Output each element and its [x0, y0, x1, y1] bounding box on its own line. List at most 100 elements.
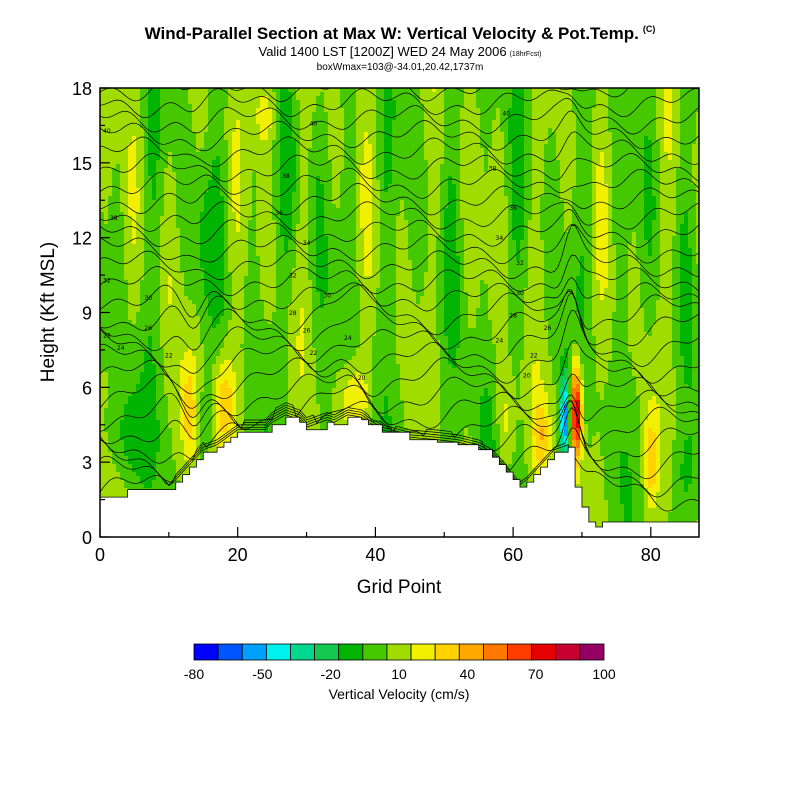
y-axis: 0 3 6 9 12 15 18 — [72, 79, 110, 548]
y-tick-label: 18 — [72, 79, 92, 99]
y-tick-label: 15 — [72, 154, 92, 174]
isentrope-label: 20 — [523, 372, 531, 379]
x-axis-title: Grid Point — [357, 577, 442, 598]
isentrope-line — [100, 40, 699, 70]
isentrope-label: 24 — [117, 345, 125, 352]
forecast-note: (18hrFcst) — [509, 51, 542, 58]
isentrope-label: 38 — [110, 215, 118, 222]
isentrope-line — [100, 88, 699, 119]
colorbar-swatch — [338, 643, 364, 661]
chart-title: Wind-Parallel Section at Max W: Vertical… — [0, 24, 800, 44]
terrain-mask — [100, 416, 699, 537]
y-tick-label: 3 — [82, 453, 92, 473]
colorbar-tick-label: 70 — [528, 666, 544, 682]
isentrope-label: 28 — [509, 312, 517, 319]
y-tick-label: 9 — [82, 304, 92, 324]
isentrope-label: 30 — [144, 295, 152, 302]
isentrope-label: 38 — [489, 165, 497, 172]
y-tick-label: 0 — [82, 528, 92, 548]
colorbar-swatch — [362, 643, 388, 661]
isentrope-line — [100, 131, 699, 168]
colorbar-swatch — [241, 643, 267, 661]
isentrope-contours — [100, 40, 699, 512]
isentrope-label: 26 — [544, 325, 552, 332]
isentrope-label: 22 — [530, 352, 538, 359]
y-tick-label: 6 — [82, 378, 92, 398]
isentrope-line — [100, 284, 699, 336]
y-tick-label: 12 — [72, 229, 92, 249]
isentrope-label: 22 — [165, 352, 173, 359]
isentrope-line — [100, 209, 699, 248]
isentrope-line — [100, 183, 699, 216]
isentrope-label: 34 — [303, 240, 311, 247]
isentrope-label: 20 — [358, 375, 366, 382]
colorbar-swatch — [531, 643, 557, 661]
colorbar-swatch — [555, 643, 581, 661]
y-axis-title: Height (Kft MSL) — [38, 242, 59, 382]
colorbar-tick-label: -20 — [321, 666, 341, 682]
isentrope-label: 30 — [323, 293, 331, 300]
colorbar-swatch — [193, 643, 219, 661]
colorbar-swatch — [290, 643, 315, 661]
isentrope-label: 26 — [303, 327, 311, 334]
isentrope-line — [100, 167, 699, 199]
colorbar-swatch — [507, 643, 533, 661]
isentrope-line — [100, 98, 699, 135]
isentrope-line — [100, 384, 699, 432]
isentrope-line — [100, 88, 629, 102]
isentrope-line — [100, 225, 699, 281]
x-tick-label: 0 — [95, 545, 105, 565]
isentrope-label: 24 — [496, 337, 504, 344]
colorbar-swatch — [265, 643, 291, 661]
isentrope-label: 22 — [310, 350, 318, 357]
isentrope-line — [100, 373, 699, 419]
isentrope-label: 26 — [144, 325, 152, 332]
colorbar-swatch — [217, 643, 243, 661]
x-tick-label: 40 — [365, 545, 385, 565]
isentrope-line — [100, 110, 699, 152]
x-tick-label: 80 — [641, 545, 661, 565]
isentrope-label: 28 — [103, 332, 111, 339]
isentrope-label: 30 — [516, 290, 524, 297]
x-tick-label: 60 — [503, 545, 523, 565]
colorbar-swatch — [314, 643, 340, 661]
isentrope-label: 34 — [496, 235, 504, 242]
colorbar-tick-label: -50 — [252, 666, 272, 682]
colorbar-swatch — [458, 643, 484, 661]
isentrope-label: 24 — [344, 335, 352, 342]
x-tick-label: 20 — [228, 545, 248, 565]
isentrope-line — [100, 54, 699, 86]
isentrope-line — [100, 201, 699, 232]
colorbar: -80 -50 -20 10 40 70 100 — [184, 643, 616, 682]
colorbar-swatch — [579, 643, 605, 661]
colorbar-tick-label: 40 — [460, 666, 476, 682]
isentrope-labels: 40 40 40 38 38 38 36 36 34 34 32 32 32 30 30 30 28 28 28 26… — [103, 110, 551, 381]
colorbar-swatch — [434, 643, 460, 661]
copyright-mark: (C) — [642, 24, 656, 35]
colorbar-tick-label: -80 — [184, 666, 204, 682]
velocity-field — [100, 88, 699, 537]
isentrope-label: 28 — [289, 310, 297, 317]
isentrope-label: 36 — [509, 205, 517, 212]
isentrope-line — [100, 400, 699, 464]
chart-subtitle: Valid 1400 LST [1200Z] WED 24 May 2006 (1… — [0, 44, 800, 59]
x-axis: 0 20 40 60 80 — [95, 527, 661, 565]
isentrope-line — [100, 289, 699, 352]
isentrope-label: 32 — [103, 278, 111, 285]
isentrope-label: 32 — [516, 260, 524, 267]
isentrope-line — [100, 339, 699, 409]
isentrope-label: 40 — [310, 120, 318, 127]
isentrope-line — [100, 254, 699, 297]
colorbar-swatch — [410, 643, 436, 661]
valid-time: Valid 1400 LST [1200Z] WED 24 May 2006 — [258, 44, 507, 59]
isentrope-line — [100, 152, 699, 182]
title-text: Wind-Parallel Section at Max W: Vertical… — [144, 24, 639, 43]
isentrope-line — [100, 223, 699, 265]
colorbar-swatch — [483, 643, 508, 661]
isentrope-line — [100, 309, 699, 395]
colorbar-swatch — [386, 643, 412, 661]
isentrope-line — [100, 291, 699, 374]
isentrope-label: 40 — [502, 110, 510, 117]
isentrope-line — [100, 276, 699, 318]
isentrope-label: 38 — [282, 173, 290, 180]
